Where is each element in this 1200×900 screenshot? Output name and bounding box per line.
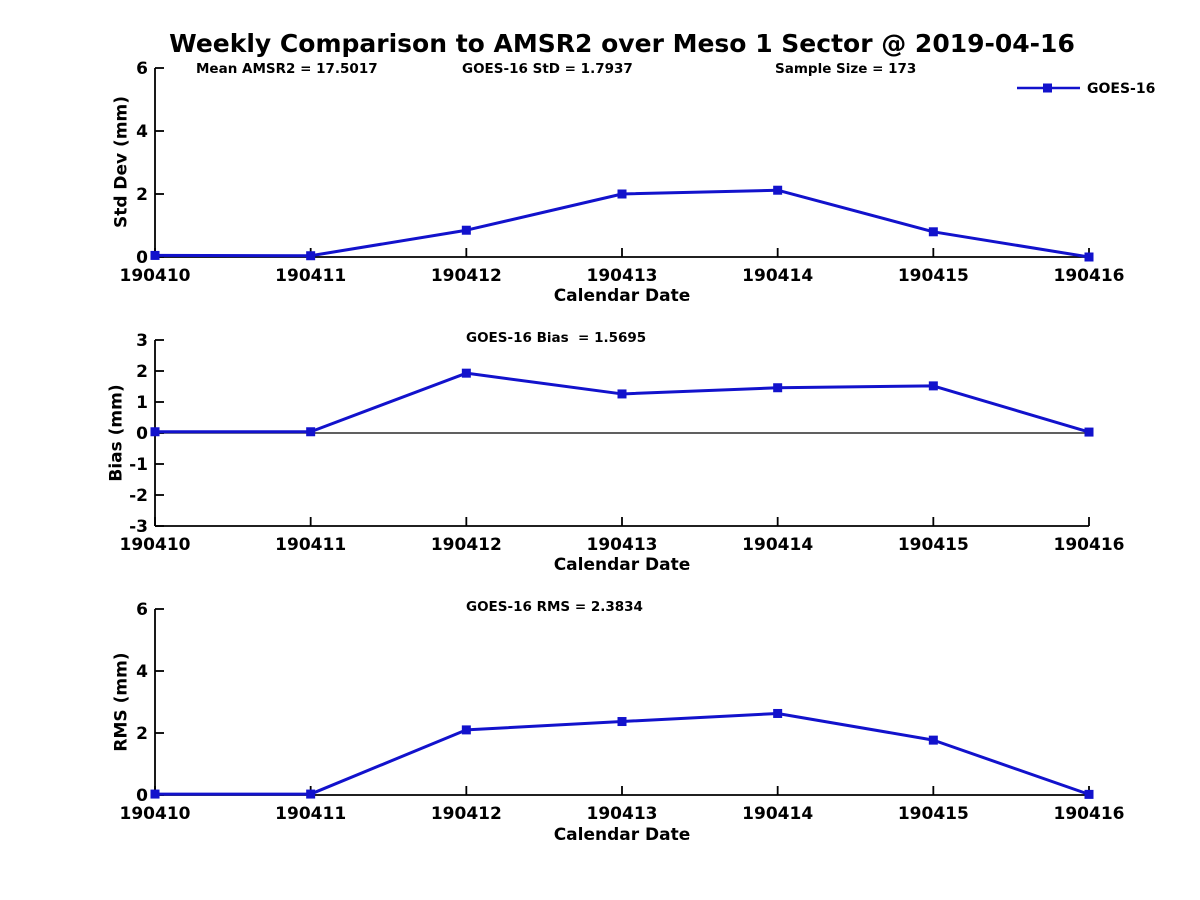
data-point-marker — [1084, 427, 1094, 437]
data-point-marker — [773, 383, 783, 393]
x-axis-label-plot3: Calendar Date — [553, 825, 691, 845]
goes16-std-annotation: GOES-16 StD = 1.7937 — [462, 61, 633, 77]
x-tick-label: 190410 — [120, 804, 191, 824]
y-tick-label: 1 — [136, 393, 148, 413]
data-point-marker — [306, 427, 316, 437]
data-point-marker — [617, 717, 627, 727]
x-tick-label: 190412 — [431, 804, 502, 824]
data-point-marker — [928, 227, 938, 237]
y-tick-label: 6 — [136, 600, 148, 620]
y-tick-label: 2 — [136, 185, 148, 205]
y-tick-label: 4 — [136, 122, 148, 142]
mean-amsr2-annotation: Mean AMSR2 = 17.5017 — [196, 61, 378, 77]
x-tick-label: 190413 — [587, 804, 658, 824]
y-tick-label: 0 — [136, 786, 148, 806]
y-tick-label: 4 — [136, 662, 148, 682]
y-tick-label: -1 — [129, 455, 148, 475]
data-point-marker — [928, 735, 938, 745]
data-point-marker — [617, 389, 627, 399]
data-point-marker — [306, 789, 316, 799]
x-tick-label: 190411 — [275, 266, 346, 286]
data-point-marker — [928, 381, 938, 391]
bias-annotation: GOES-16 Bias = 1.5695 — [466, 330, 647, 346]
x-tick-label: 190416 — [1054, 535, 1125, 555]
data-point-marker — [617, 189, 627, 199]
x-tick-label: 190411 — [275, 535, 346, 555]
x-tick-label: 190415 — [898, 535, 969, 555]
x-tick-label: 190414 — [742, 804, 813, 824]
sample-size-annotation: Sample Size = 173 — [775, 61, 917, 77]
x-tick-label: 190410 — [120, 535, 191, 555]
data-point-marker — [461, 368, 471, 378]
y-tick-label: 0 — [136, 424, 148, 444]
y-tick-label: 2 — [136, 724, 148, 744]
x-axis-label-plot2: Calendar Date — [553, 555, 691, 575]
data-line-bias — [153, 371, 1091, 434]
y-tick-label: 3 — [136, 331, 148, 351]
y-tick-label: -2 — [129, 486, 148, 506]
y-tick-label: 2 — [136, 362, 148, 382]
x-tick-label: 190415 — [898, 804, 969, 824]
legend-label-goes16: GOES-16 — [1087, 81, 1156, 97]
x-tick-label: 190416 — [1054, 266, 1125, 286]
x-tick-label: 190416 — [1054, 804, 1125, 824]
x-tick-label: 190413 — [587, 535, 658, 555]
y-tick-label: -3 — [129, 517, 148, 537]
x-tick-label: 190411 — [275, 804, 346, 824]
x-tick-label: 190412 — [431, 266, 502, 286]
data-point-marker — [306, 251, 316, 261]
data-point-marker — [1084, 252, 1094, 262]
page-title: Weekly Comparison to AMSR2 over Meso 1 S… — [169, 29, 1075, 58]
data-point-marker — [773, 185, 783, 195]
x-axis-label-plot1: Calendar Date — [553, 286, 691, 306]
data-line-std-dev — [153, 188, 1091, 259]
x-tick-label: 190414 — [742, 266, 813, 286]
data-point-marker — [150, 789, 160, 799]
y-tick-label: 0 — [136, 248, 148, 268]
x-tick-label: 190414 — [742, 535, 813, 555]
data-point-marker — [461, 725, 471, 735]
x-tick-label: 190412 — [431, 535, 502, 555]
data-point-marker — [461, 225, 471, 235]
data-point-marker — [150, 427, 160, 437]
rms-annotation: GOES-16 RMS = 2.3834 — [466, 599, 643, 615]
data-point-marker — [773, 708, 783, 718]
legend-marker-icon — [1043, 83, 1052, 93]
data-point-marker — [1084, 789, 1094, 799]
x-tick-label: 190415 — [898, 266, 969, 286]
x-tick-label: 190410 — [120, 266, 191, 286]
x-tick-label: 190413 — [587, 266, 658, 286]
y-tick-label: 6 — [136, 59, 148, 79]
data-point-marker — [150, 250, 160, 260]
